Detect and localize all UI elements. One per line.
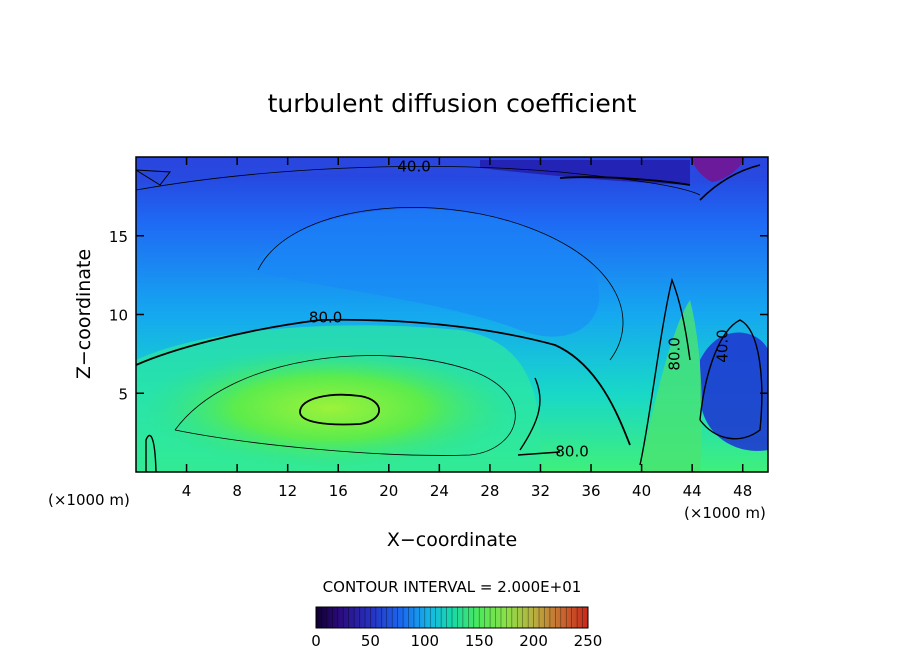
contour-label: 40.0 — [714, 329, 732, 362]
colorbar-tick-label: 200 — [519, 632, 548, 650]
colorbar-tick-label: 50 — [361, 632, 380, 650]
colorbar-ticks: 0 50 100 150 200 250 — [311, 632, 602, 650]
contour-label: 80.0 — [666, 337, 684, 370]
contour-label-layer: 40.0 80.0 80.0 80.0 40.0 — [309, 157, 732, 460]
contour-interval: CONTOUR INTERVAL = 2.000E+01 — [323, 578, 582, 596]
x-tick-label: 24 — [430, 482, 449, 500]
x-tick-label: 16 — [329, 482, 348, 500]
x-tick-label: 32 — [531, 482, 550, 500]
colorbar-stripes — [321, 607, 583, 628]
x-tick-label: 44 — [683, 482, 702, 500]
chart-title: turbulent diffusion coefficient — [268, 89, 637, 118]
colorbar-tick-label: 150 — [465, 632, 494, 650]
x-unit-right: (×1000 m) — [684, 504, 766, 522]
x-tick-label: 28 — [480, 482, 499, 500]
colorbar-tick-label: 250 — [574, 632, 603, 650]
x-tick-label: 48 — [733, 482, 752, 500]
x-axis-label: X−coordinate — [387, 529, 517, 551]
x-tick-label: 20 — [379, 482, 398, 500]
y-tick-label: 5 — [118, 385, 128, 403]
y-axis-label: Z−coordinate — [73, 249, 95, 379]
x-unit-left: (×1000 m) — [48, 491, 130, 509]
contour-lines — [136, 164, 763, 472]
x-tick-label: 4 — [182, 482, 192, 500]
y-axis-ticks: 5 10 15 — [109, 228, 768, 403]
x-tick-label: 8 — [232, 482, 242, 500]
x-tick-label: 12 — [278, 482, 297, 500]
contour-label: 40.0 — [397, 157, 430, 175]
x-tick-label: 36 — [581, 482, 600, 500]
contour-fill — [136, 157, 768, 472]
x-tick-label: 40 — [632, 482, 651, 500]
y-tick-label: 15 — [109, 228, 128, 246]
y-tick-label: 10 — [109, 307, 128, 325]
x-axis-ticks: 4 8 12 16 20 24 28 32 36 40 44 48 — [182, 157, 752, 500]
colorbar-tick-label: 0 — [311, 632, 321, 650]
contour-label: 80.0 — [555, 443, 588, 461]
colorbar-tick-label: 100 — [410, 632, 439, 650]
contour-label: 80.0 — [309, 309, 342, 327]
